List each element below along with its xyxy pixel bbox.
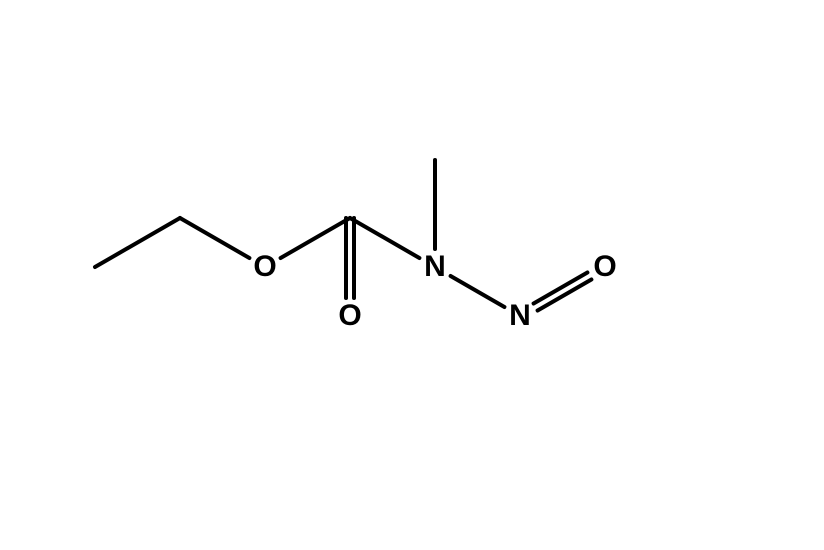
atom-nitrogen-1: N <box>424 250 446 284</box>
bond-layer <box>0 0 824 550</box>
atom-nitrogen-2: N <box>509 299 531 333</box>
atom-oxygen-2: O <box>338 299 361 333</box>
molecule-canvas: O O N N O <box>0 0 824 550</box>
atom-oxygen-3: O <box>593 250 616 284</box>
atom-oxygen-1: O <box>253 250 276 284</box>
